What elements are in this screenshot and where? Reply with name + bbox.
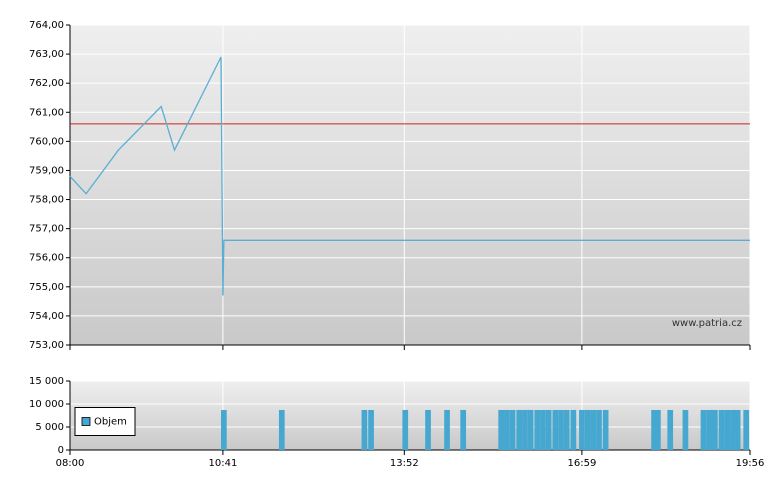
y-tick-label: 753,00 [29,340,64,351]
volume-bar [734,409,741,450]
y-tick-label: 758,00 [29,195,64,206]
y-tick-label: 5 000 [35,422,64,433]
volume-bar [516,409,523,450]
volume-bar [460,409,467,450]
volume-bar [444,409,450,450]
volume-bar [221,409,227,450]
legend-swatch [81,417,91,426]
volume-bar [651,409,657,450]
volume-bar [724,409,731,450]
volume-bar [558,409,564,450]
volume-bar [527,409,534,450]
x-tick-label: 13:52 [390,458,419,469]
volume-bar [584,409,591,450]
volume-bar [509,409,516,450]
volume-bar [498,409,505,450]
volume-bar [655,409,661,450]
y-tick-label: 755,00 [29,282,64,293]
y-tick-label: 754,00 [29,311,64,322]
volume-bar [368,409,374,450]
y-tick-label: 756,00 [29,253,64,264]
volume-bar [730,409,736,450]
volume-bar [361,409,368,450]
volume-bar [540,409,546,450]
y-tick-label: 15 000 [29,376,64,387]
volume-bar [590,409,597,450]
x-tick-label: 16:59 [567,458,596,469]
volume-bar [402,409,409,450]
volume-bar [706,409,713,450]
volume-bar [743,409,750,450]
y-tick-label: 763,00 [29,49,64,60]
y-tick-label: 0 [58,445,64,456]
volume-bar [682,409,689,450]
volume-bar [579,409,585,450]
volume-bar [563,409,570,450]
volume-bar [534,409,541,450]
price-plot-area [70,25,750,345]
volume-bar [552,409,559,450]
volume-bar [570,409,577,450]
volume-bar [602,409,609,450]
volume-plot-area [70,381,750,450]
price-line [69,56,750,296]
y-tick-label: 760,00 [29,136,64,147]
x-tick-label: 10:41 [208,458,237,469]
watermark: www.patria.cz [672,318,742,329]
volume-bar [712,409,718,450]
x-tick-label: 08:00 [56,458,85,469]
volume-bar [425,409,431,450]
volume-bar [718,409,725,450]
y-tick-label: 757,00 [29,224,64,235]
y-tick-label: 764,00 [29,20,64,31]
y-tick-label: 762,00 [29,78,64,89]
volume-bar [278,409,285,450]
y-tick-label: 10 000 [29,399,64,410]
volume-bar [504,409,510,450]
x-tick-label: 19:56 [736,458,765,469]
y-tick-label: 761,00 [29,107,64,118]
volume-bar [667,409,674,450]
volume-bar [700,409,707,450]
legend-label: Objem [94,417,127,428]
y-tick-label: 759,00 [29,165,64,176]
volume-bar [545,409,552,450]
volume-bar [596,409,602,450]
volume-bar [522,409,528,450]
